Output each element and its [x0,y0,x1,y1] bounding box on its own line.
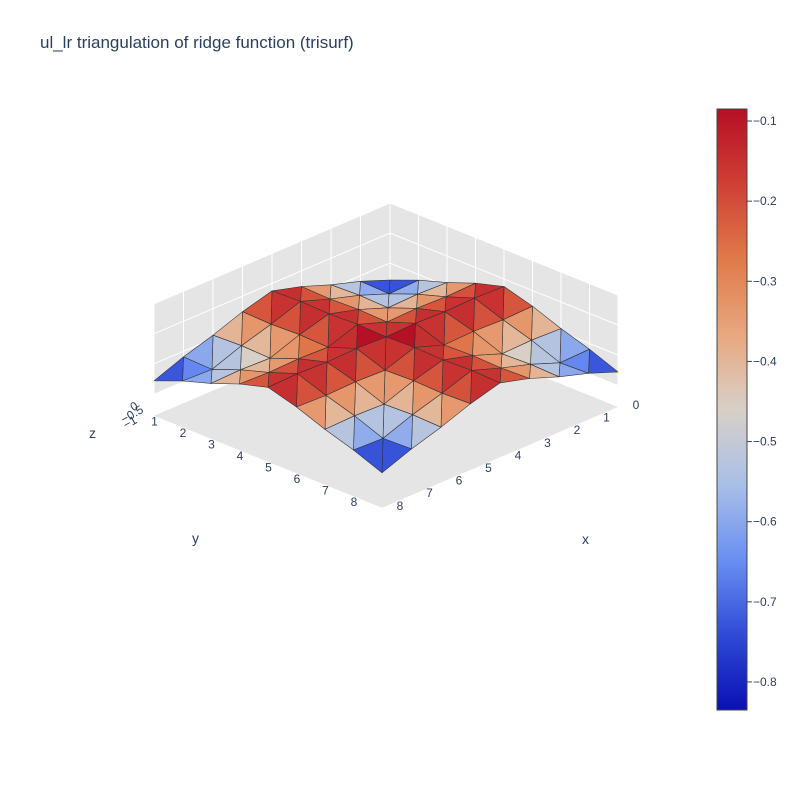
surface-triangle [239,372,270,388]
grid-line [153,202,619,305]
x-tick-label: 6 [456,474,463,488]
colorbar-tick-label: −0.6 [753,515,777,529]
y-tick-label: 4 [237,449,244,463]
x-tick-label: 3 [544,436,551,450]
surface-triangle [182,369,213,384]
colorbar-tick-label: −0.8 [753,675,777,689]
colorbar-gradient [716,108,748,711]
z-axis-ticks: 0−0.5−1 [118,398,146,431]
surface-triangle [267,373,298,408]
y-tick-label: 6 [294,472,301,486]
colorbar-tick-label: −0.5 [753,435,777,449]
x-tick-label: 1 [603,411,610,425]
surface-triangle [153,356,184,382]
grid-line [153,232,619,335]
y-tick-label: 5 [265,460,272,474]
x-axis-ticks: 0 1 2 3 4 5 6 7 8 [397,398,640,513]
y-tick-label: 1 [151,414,158,428]
x-tick-label: 8 [397,499,404,513]
x-tick-label: 5 [485,461,492,475]
colorbar-tick-label: −0.2 [753,194,777,208]
colorbar-tick-label: −0.4 [753,354,777,368]
surface-triangle [353,438,384,474]
colorbar-tick-label: −0.3 [753,274,777,288]
surface-triangle [324,415,355,451]
y-tick-label: 7 [322,483,329,497]
y-tick-label: 8 [351,495,358,509]
z-axis-title: z [89,425,96,441]
y-axis-title: y [192,530,199,546]
colorbar-tick-label: −0.7 [753,595,777,609]
chart-title: ul_lr triangulation of ridge function (t… [40,33,354,52]
y-axis-ticks: 1 2 3 4 5 6 7 8 [151,414,358,509]
z-tick-label: −1 [121,413,140,432]
x-axis-title: x [582,531,589,547]
x-tick-label: 2 [574,423,581,437]
x-tick-label: 0 [633,398,640,412]
surface-triangle [210,369,241,385]
x-tick-label: 4 [515,448,522,462]
surface-triangle [296,395,327,430]
colorbar-ticks: −0.1 −0.2 −0.3 −0.4 −0.5 −0.6 −0.7 −0.8 [747,114,777,689]
x-tick-label: 7 [426,486,433,500]
colorbar: −0.1 −0.2 −0.3 −0.4 −0.5 −0.6 −0.7 −0.8 [716,108,777,711]
surface [153,279,619,474]
y-tick-label: 3 [208,437,215,451]
colorbar-tick-label: −0.1 [753,114,777,128]
y-tick-label: 2 [180,426,187,440]
